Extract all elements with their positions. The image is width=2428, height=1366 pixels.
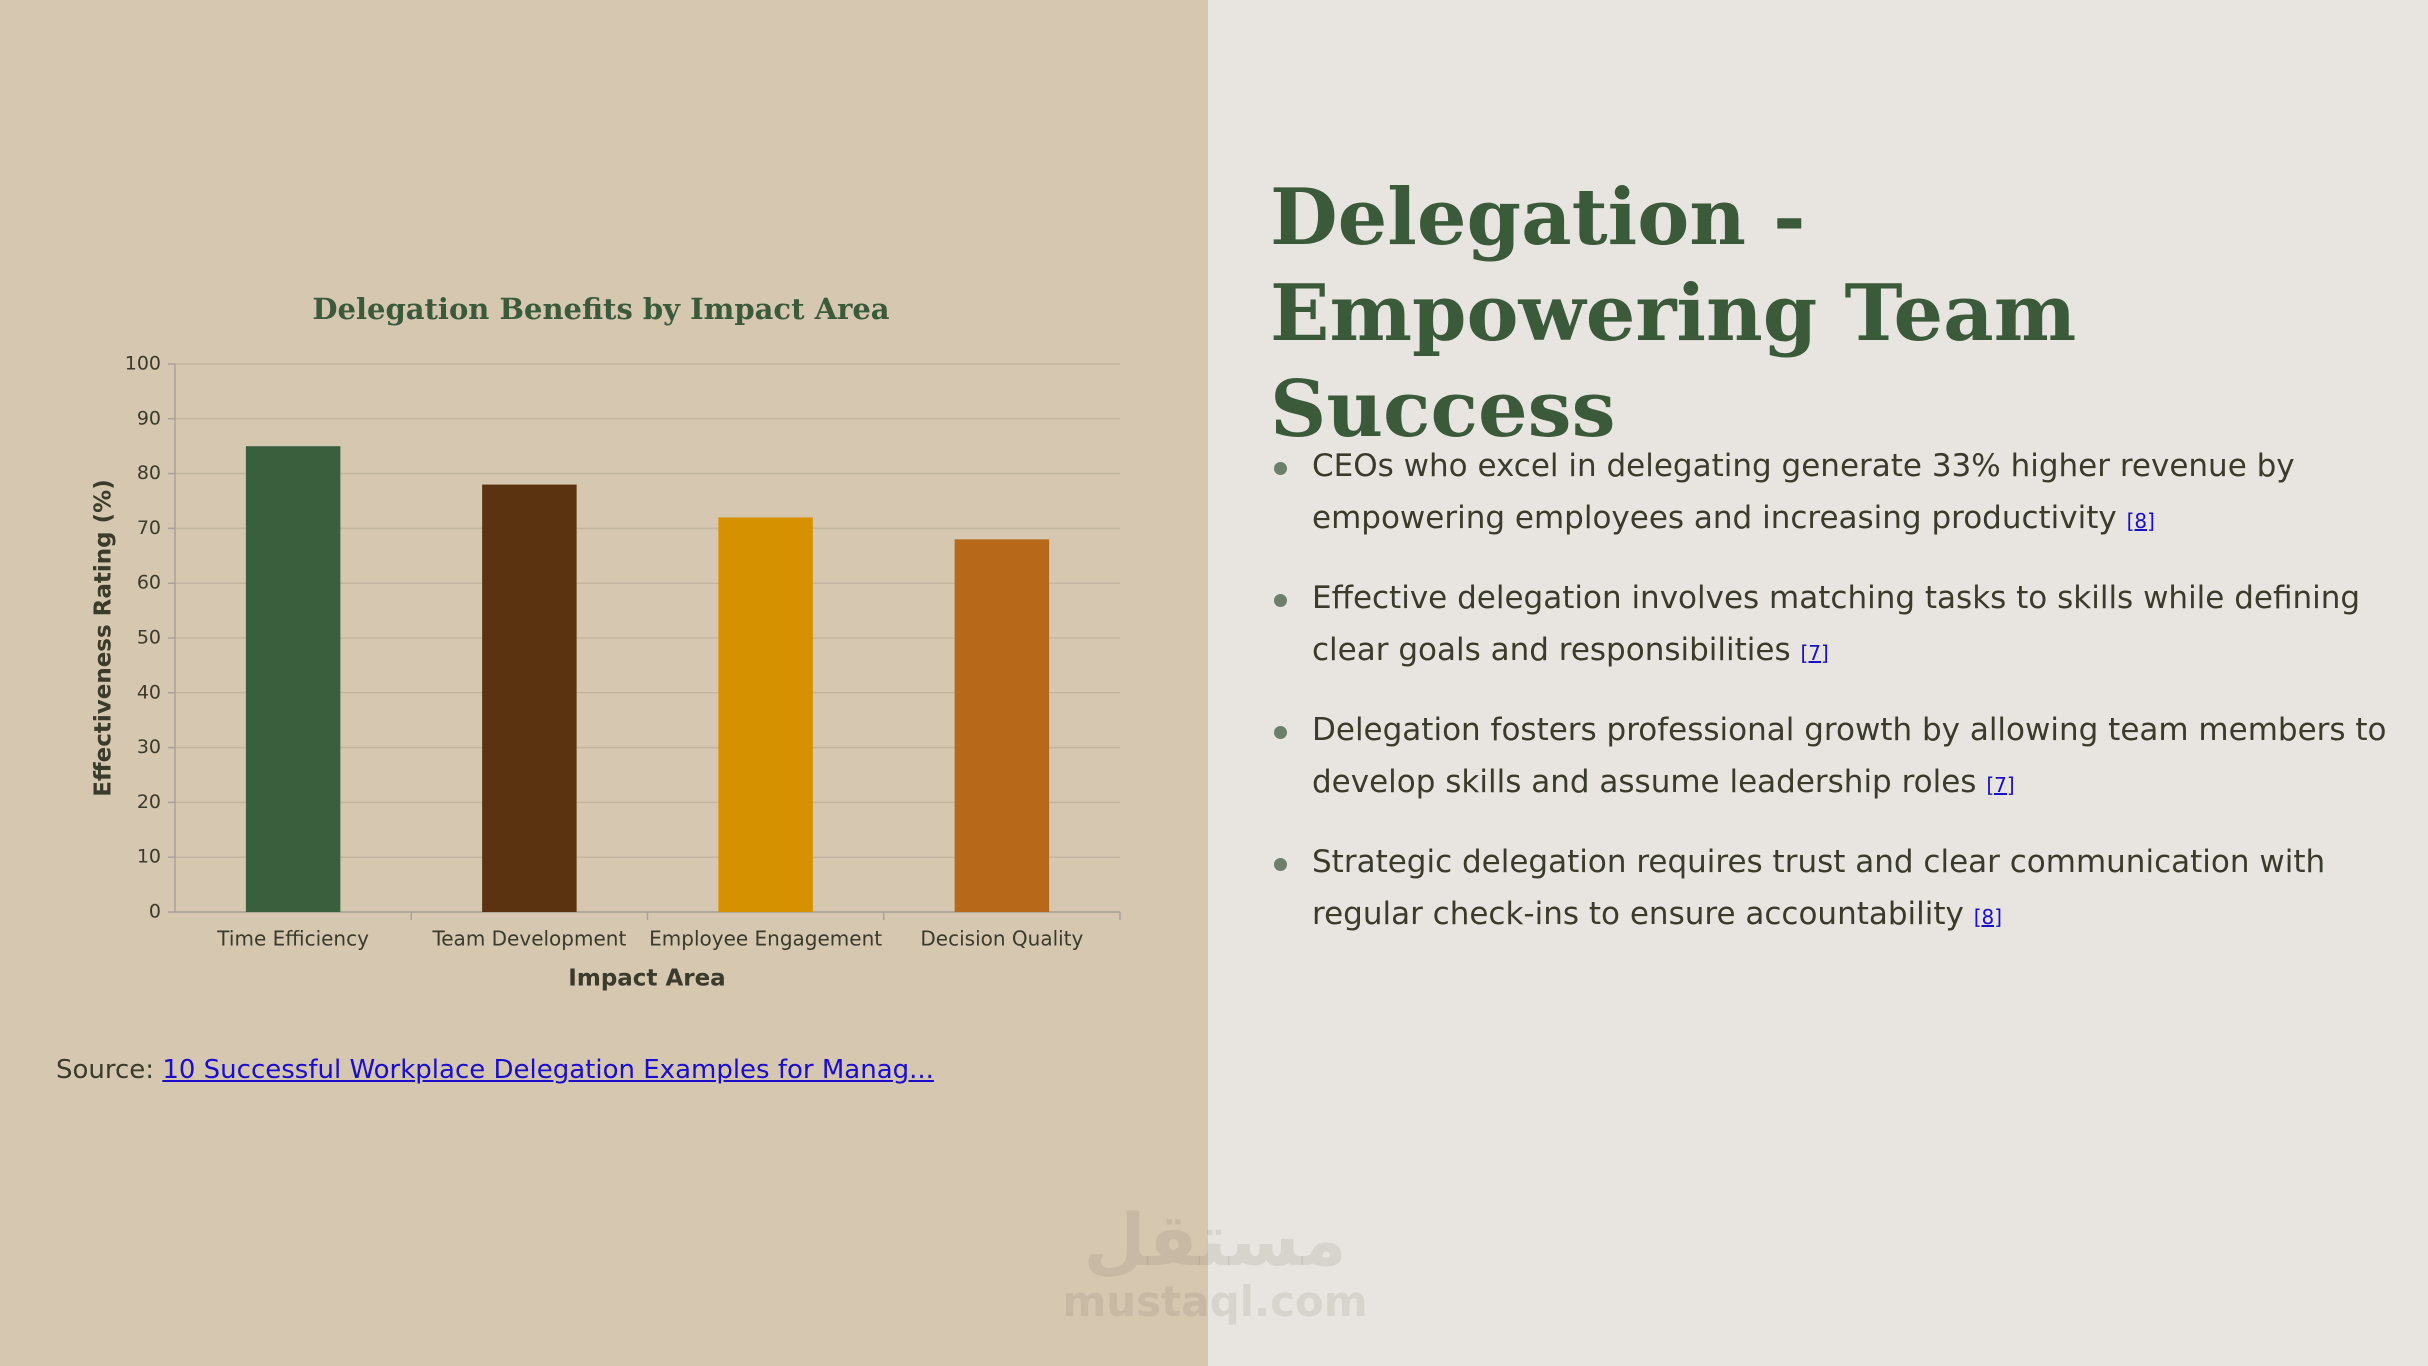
watermark-latin: mustaql.com [1062, 1277, 1368, 1326]
bullet-text: CEOs who excel in delegating generate 33… [1312, 448, 2295, 536]
watermark-arabic: مستقل [1083, 1198, 1347, 1282]
y-tick-label: 60 [137, 572, 161, 594]
y-tick-label: 40 [137, 681, 161, 703]
source: Source: 10 Successful Workplace Delegati… [56, 1055, 934, 1085]
y-tick-label: 20 [137, 791, 161, 813]
slide-title: Delegation - Empowering Team Success [1270, 172, 2077, 455]
bullet: Effective delegation involves matching t… [1270, 572, 2390, 679]
x-tick-label: Employee Engagement [649, 927, 882, 951]
bullet: Strategic delegation requires trust and … [1270, 836, 2390, 943]
citation[interactable]: [8] [1973, 905, 2003, 929]
bar [718, 517, 813, 912]
bullet-list: CEOs who excel in delegating generate 33… [1270, 440, 2390, 968]
bullet: CEOs who excel in delegating generate 33… [1270, 440, 2390, 547]
x-axis-label: Impact Area [568, 966, 725, 992]
x-tick-label: Time Efficiency [216, 927, 369, 951]
bullet-text: Effective delegation involves matching t… [1312, 580, 2361, 668]
source-link[interactable]: 10 Successful Workplace Delegation Examp… [162, 1055, 934, 1085]
bullet-text: Strategic delegation requires trust and … [1312, 844, 2326, 932]
y-tick-label: 90 [137, 407, 161, 429]
bullet: Delegation fosters professional growth b… [1270, 704, 2390, 811]
y-axis-label: Effectiveness Rating (%) [91, 479, 117, 796]
chart-title: Delegation Benefits by Impact Area [312, 292, 889, 326]
bar [245, 446, 341, 912]
y-tick-label: 100 [125, 353, 161, 375]
bar [482, 484, 577, 912]
x-tick-label: Decision Quality [920, 927, 1083, 951]
y-tick-label: 50 [137, 627, 161, 649]
y-tick-label: 80 [137, 462, 161, 484]
source-label: Source: [56, 1055, 155, 1085]
watermark: مستقل mustaql.com [1060, 1200, 1370, 1324]
citation[interactable]: [8] [2126, 509, 2155, 533]
chart-panel: Delegation Benefits by Impact Area Impac… [0, 0, 1208, 1366]
y-tick-label: 0 [149, 901, 161, 923]
citation[interactable]: [7] [1986, 773, 2015, 797]
y-tick-label: 70 [137, 517, 161, 539]
chart: Delegation Benefits by Impact Area Impac… [91, 292, 1121, 992]
content-panel: Delegation - Empowering Team Success CEO… [1208, 0, 2428, 1366]
y-tick-label: 30 [137, 736, 161, 758]
bar [954, 539, 1050, 912]
bullet-text: Delegation fosters professional growth b… [1312, 712, 2387, 800]
x-tick-label: Team Development [431, 927, 626, 951]
y-tick-label: 10 [137, 846, 161, 868]
citation[interactable]: [7] [1800, 641, 1829, 665]
